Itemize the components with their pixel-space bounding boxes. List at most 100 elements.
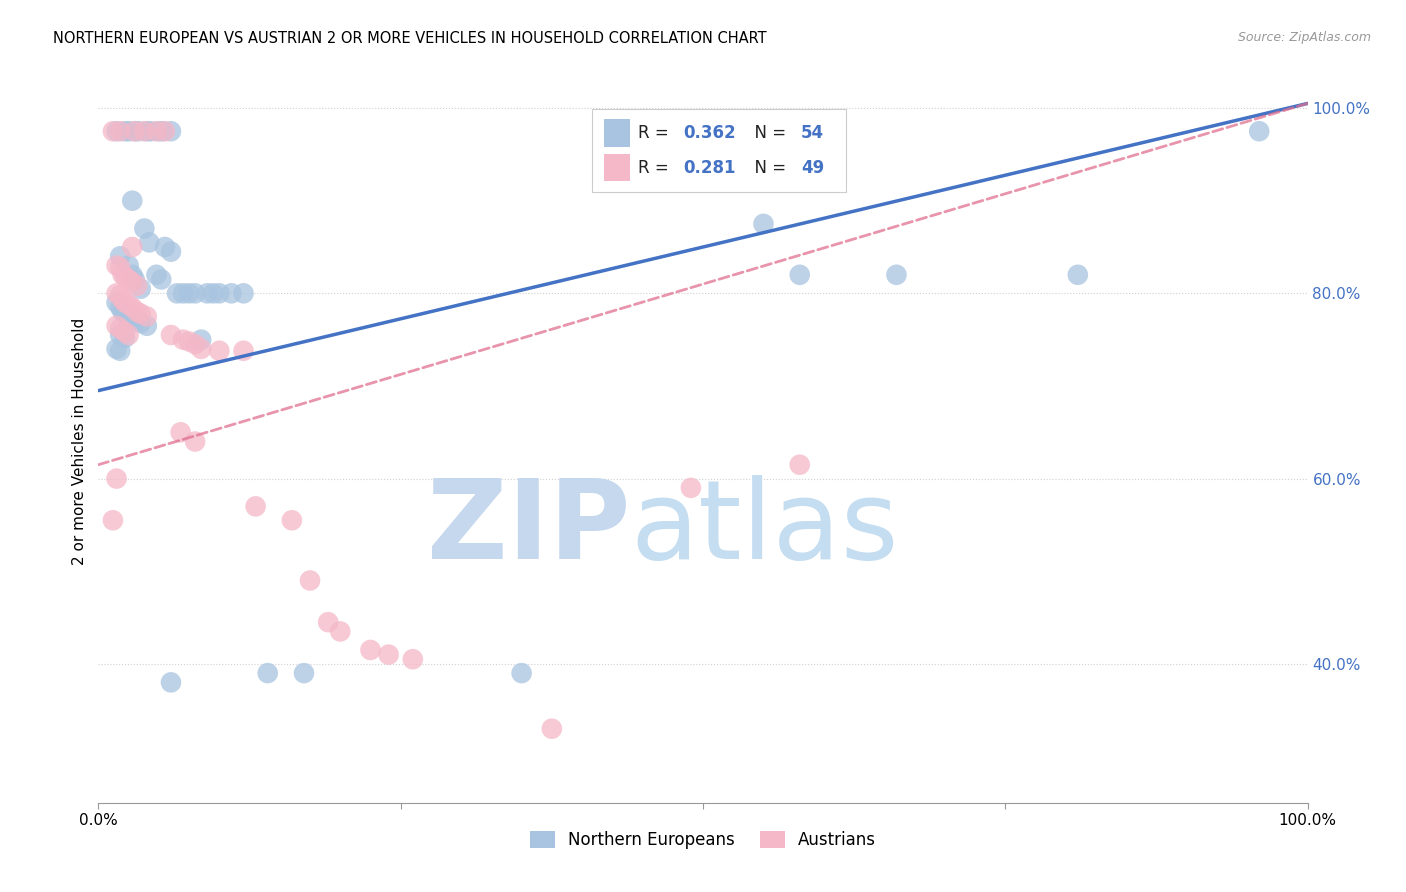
Point [118, 297, 141, 311]
Point [121, 240, 143, 254]
Point [124, 272, 146, 286]
Point [221, 286, 243, 301]
Point [281, 513, 304, 527]
Text: NORTHERN EUROPEAN VS AUSTRIAN 2 OR MORE VEHICLES IN HOUSEHOLD CORRELATION CHART: NORTHERN EUROPEAN VS AUSTRIAN 2 OR MORE … [53, 31, 768, 46]
Point [184, 434, 207, 449]
Text: 0.362: 0.362 [683, 124, 737, 142]
Point [135, 318, 157, 333]
Point [179, 334, 201, 349]
Point [105, 259, 128, 273]
Point [1067, 268, 1090, 282]
FancyBboxPatch shape [603, 154, 630, 181]
Point [108, 249, 131, 263]
Point [148, 124, 170, 138]
Point [179, 286, 201, 301]
Point [111, 293, 134, 307]
Point [160, 675, 183, 690]
Point [153, 240, 176, 254]
Point [510, 666, 533, 681]
Point [152, 124, 174, 138]
Point [886, 268, 908, 282]
Point [166, 286, 188, 301]
Text: ZIP: ZIP [427, 475, 630, 582]
Point [679, 481, 702, 495]
Y-axis label: 2 or more Vehicles in Household: 2 or more Vehicles in Household [72, 318, 87, 566]
Text: R =: R = [638, 160, 673, 178]
Point [316, 615, 339, 630]
Text: N =: N = [744, 124, 792, 142]
Point [105, 342, 128, 356]
Point [377, 648, 399, 662]
Point [150, 272, 173, 286]
Point [127, 305, 149, 319]
Point [184, 286, 207, 301]
Point [360, 643, 382, 657]
Point [101, 513, 124, 527]
Text: 49: 49 [801, 160, 824, 178]
Point [160, 244, 183, 259]
Point [208, 286, 231, 301]
Point [108, 321, 131, 335]
Point [108, 260, 131, 275]
Point [172, 286, 194, 301]
Point [138, 235, 160, 250]
Point [118, 328, 141, 343]
Point [232, 286, 254, 301]
Point [127, 314, 149, 328]
Point [160, 328, 183, 343]
Point [105, 472, 128, 486]
Text: atlas: atlas [630, 475, 898, 582]
Text: Source: ZipAtlas.com: Source: ZipAtlas.com [1237, 31, 1371, 45]
Point [118, 259, 141, 273]
Point [114, 269, 136, 284]
Point [121, 312, 143, 326]
Legend: Northern Europeans, Austrians: Northern Europeans, Austrians [523, 824, 883, 856]
Point [124, 124, 146, 138]
Point [111, 268, 134, 282]
Point [160, 124, 183, 138]
Point [129, 316, 152, 330]
Point [135, 310, 157, 324]
Point [139, 124, 162, 138]
Point [402, 652, 425, 666]
Point [153, 124, 176, 138]
Point [114, 325, 136, 339]
Point [101, 124, 124, 138]
Point [114, 331, 136, 345]
Point [169, 425, 191, 440]
Point [129, 307, 152, 321]
Point [108, 300, 131, 314]
Point [108, 343, 131, 358]
Text: R =: R = [638, 124, 673, 142]
Point [127, 124, 149, 138]
Point [232, 343, 254, 358]
Point [121, 194, 143, 208]
Point [121, 300, 143, 314]
Point [245, 500, 267, 514]
Point [118, 310, 141, 324]
Point [108, 328, 131, 343]
Text: 0.281: 0.281 [683, 160, 737, 178]
Point [299, 574, 322, 588]
Point [145, 124, 167, 138]
Point [190, 342, 212, 356]
Point [114, 295, 136, 310]
Point [118, 272, 141, 286]
Point [105, 124, 128, 138]
Point [114, 307, 136, 321]
Point [134, 221, 156, 235]
Point [172, 333, 194, 347]
Point [329, 624, 352, 639]
Point [114, 124, 136, 138]
Point [184, 337, 207, 351]
Point [135, 124, 157, 138]
Point [118, 124, 141, 138]
Text: 54: 54 [801, 124, 824, 142]
Point [129, 282, 152, 296]
Point [202, 286, 225, 301]
Point [134, 124, 156, 138]
Point [105, 286, 128, 301]
Point [124, 124, 146, 138]
Point [108, 288, 131, 302]
Point [752, 217, 775, 231]
